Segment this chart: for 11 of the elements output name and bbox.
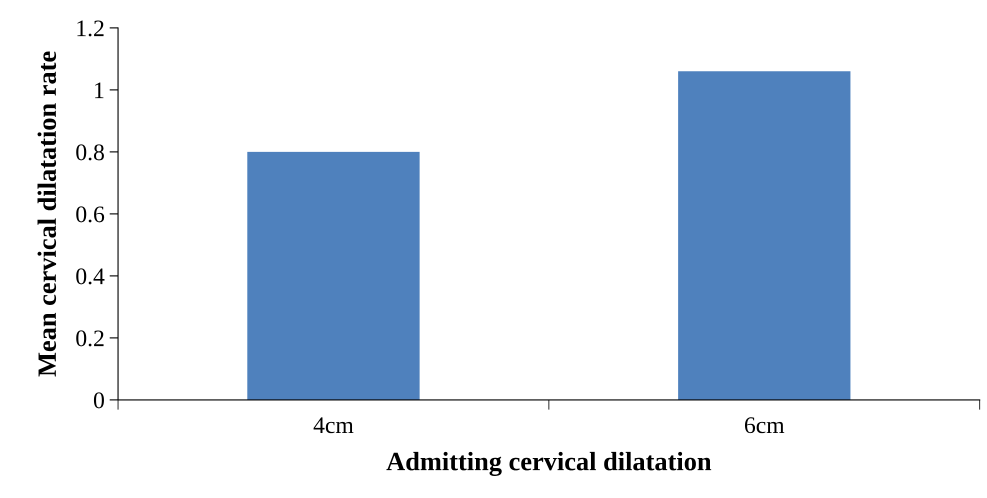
y-tick-label: 0.6: [76, 206, 104, 222]
y-tick-label: 0.8: [76, 144, 104, 160]
y-tick-label: 1: [95, 82, 104, 98]
x-axis-title: Admitting cervical dilatation: [386, 452, 712, 476]
x-tick-label: 6cm: [744, 417, 784, 434]
y-tick-label: 0.4: [76, 268, 104, 284]
y-tick-label: 0: [94, 392, 104, 408]
y-tick-label: 0.2: [76, 330, 104, 346]
x-tick-label: 4cm: [314, 417, 354, 434]
y-tick-label: 1.2: [77, 20, 104, 36]
y-axis-title: Mean cervical dilatation rate: [38, 52, 56, 376]
